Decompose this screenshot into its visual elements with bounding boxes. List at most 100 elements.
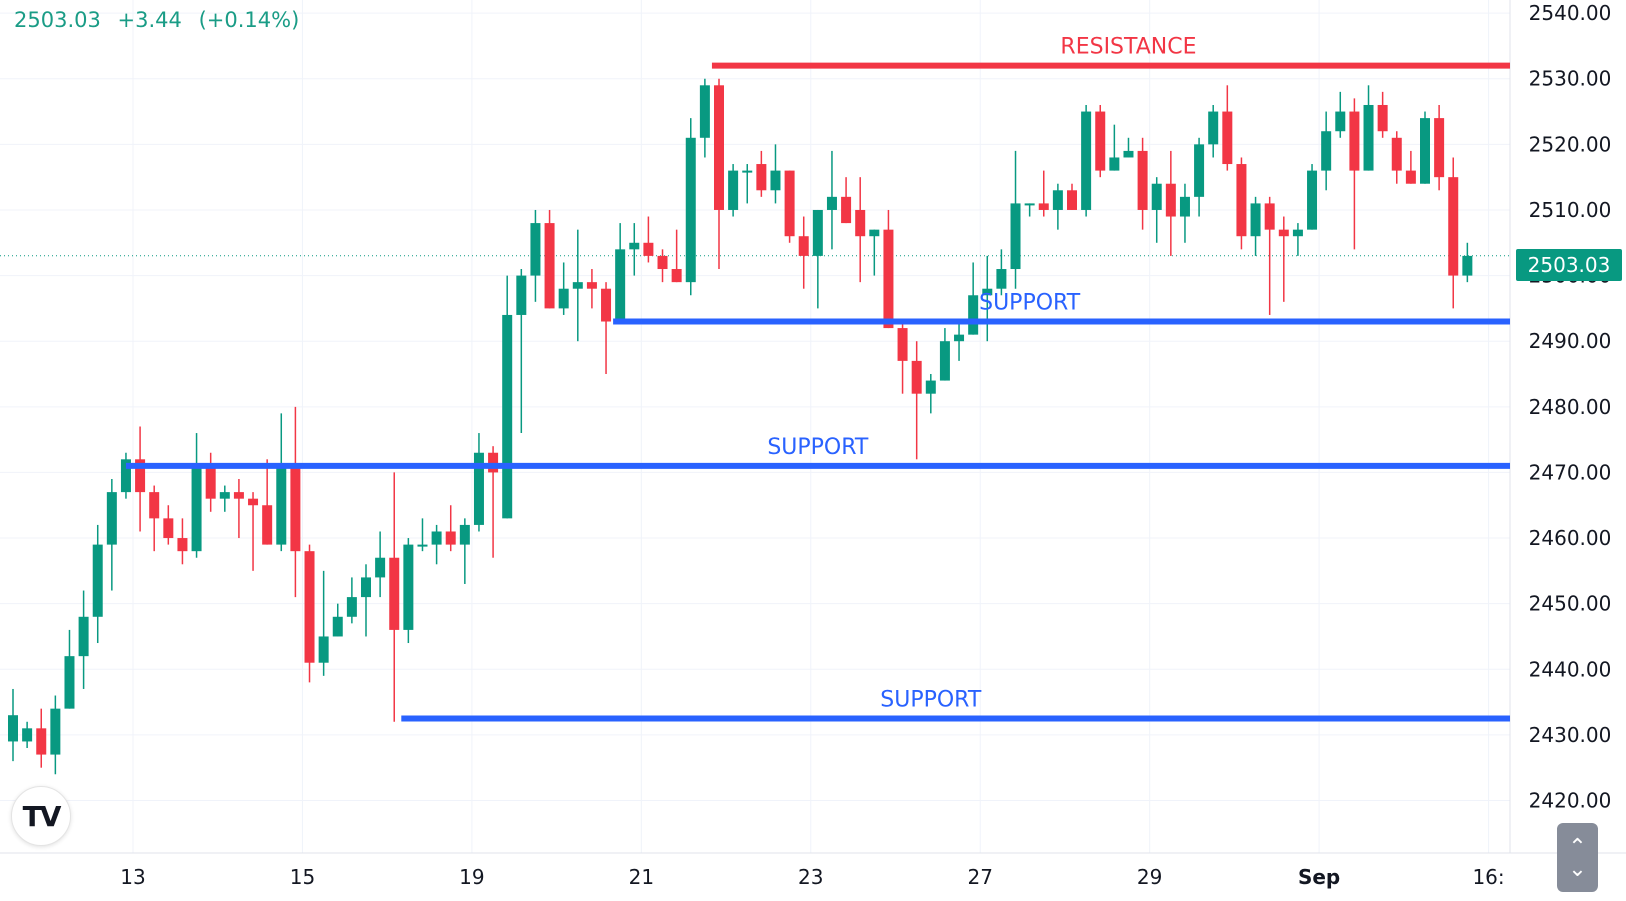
y-axis-tick-label: 2510.00 — [1529, 198, 1612, 222]
candle-body — [304, 551, 315, 663]
candle-body — [149, 492, 160, 519]
candle-body — [120, 459, 131, 493]
candle-body — [1434, 118, 1445, 178]
candle-body — [1448, 177, 1459, 276]
candle-body — [1349, 111, 1360, 171]
scale-toggle-button[interactable]: ⌃ ⌄ — [1557, 823, 1598, 892]
support-label: SUPPORT — [767, 435, 869, 460]
candle-body — [1236, 164, 1247, 237]
candle-body — [530, 223, 541, 276]
x-axis-tick-label: 16: — [1472, 865, 1504, 889]
chevron-down-icon: ⌄ — [1568, 855, 1587, 881]
candle-body — [64, 656, 75, 709]
candle-body — [699, 85, 710, 138]
candle-body — [784, 170, 795, 237]
candle-body — [248, 498, 259, 506]
y-axis-tick-label: 2470.00 — [1529, 460, 1612, 484]
candle-body — [1038, 203, 1049, 210]
y-axis-tick-label: 2440.00 — [1529, 657, 1612, 681]
candle-body — [459, 524, 470, 545]
candle-body — [714, 85, 724, 210]
x-axis-tick-label: 23 — [798, 865, 823, 889]
chevron-up-icon: ⌃ — [1568, 833, 1587, 859]
candle-body — [417, 544, 428, 547]
candle-body — [375, 557, 386, 578]
x-axis-tick-label: Sep — [1298, 865, 1340, 889]
candle-body — [346, 597, 357, 617]
candle-body — [1462, 255, 1473, 276]
candle-body — [996, 269, 1007, 289]
y-axis-tick-label: 2520.00 — [1529, 132, 1612, 156]
candle-body — [601, 288, 612, 322]
candle-body — [643, 242, 654, 256]
candle-body — [1307, 170, 1318, 230]
candle-body — [1321, 131, 1332, 171]
candle-body — [1250, 203, 1261, 237]
candle-body — [488, 452, 499, 473]
x-axis-tick-label: 27 — [967, 865, 992, 889]
candle-body — [233, 492, 244, 499]
candle-body — [1123, 150, 1134, 158]
support-label: SUPPORT — [880, 687, 982, 712]
y-axis-tick-label: 2480.00 — [1529, 395, 1612, 419]
candle-body — [1137, 150, 1148, 210]
candle-body — [869, 229, 880, 237]
candle-body — [742, 170, 753, 173]
candle-body — [1151, 183, 1162, 210]
support-label: SUPPORT — [979, 291, 1081, 316]
y-axis-tick-label: 2540.00 — [1529, 1, 1612, 25]
last-price: 2503.03 — [14, 8, 101, 32]
candle-body — [657, 255, 668, 270]
candle-body — [361, 577, 371, 598]
candle-body — [925, 380, 936, 394]
x-axis-tick-label: 15 — [290, 865, 315, 889]
tradingview-logo[interactable]: TV — [11, 786, 71, 846]
candle-body — [389, 557, 400, 630]
candle-body — [629, 242, 640, 250]
candle-body — [445, 531, 456, 545]
candle-body — [897, 328, 908, 361]
candle-body — [262, 505, 273, 545]
candle-body — [841, 196, 852, 224]
candle-body — [1420, 118, 1430, 184]
candle-body — [1010, 203, 1021, 270]
candle-body — [177, 538, 188, 552]
candle-body — [1052, 190, 1063, 210]
candle-body — [1024, 203, 1035, 206]
candle-body — [403, 544, 414, 630]
candle-body — [1292, 229, 1303, 237]
candle-body — [558, 288, 569, 309]
candle-body — [798, 236, 809, 256]
y-axis-tick-label: 2530.00 — [1529, 67, 1612, 91]
candle-body — [1067, 190, 1077, 210]
candle-body — [290, 465, 301, 552]
candle-body — [1165, 183, 1176, 217]
candle-body — [1222, 111, 1233, 165]
candle-body — [431, 531, 442, 545]
candle-body — [163, 518, 174, 539]
candle-body — [939, 341, 950, 381]
candle-body — [502, 314, 513, 519]
current-price-tag: 2503.03 — [1516, 249, 1622, 281]
candle-body — [572, 282, 583, 289]
candle-body — [826, 196, 837, 210]
candle-body — [756, 164, 767, 191]
candle-body — [586, 282, 597, 289]
candle-body — [855, 209, 866, 237]
candle-body — [883, 229, 894, 329]
candle-body — [106, 492, 117, 545]
candle-body — [50, 708, 61, 755]
candle-body — [812, 209, 823, 256]
candle-body — [78, 616, 89, 657]
y-axis-tick-label: 2460.00 — [1529, 526, 1612, 550]
candle-body — [1208, 111, 1219, 145]
candle-body — [1335, 111, 1346, 132]
candle-body — [135, 459, 146, 493]
candle-body — [1179, 196, 1190, 217]
price-change-percent: (+0.14%) — [198, 8, 300, 32]
x-axis-tick-label: 13 — [120, 865, 145, 889]
x-axis-tick-label: 29 — [1137, 865, 1162, 889]
candle-body — [1264, 203, 1275, 230]
candle-body — [22, 728, 33, 742]
